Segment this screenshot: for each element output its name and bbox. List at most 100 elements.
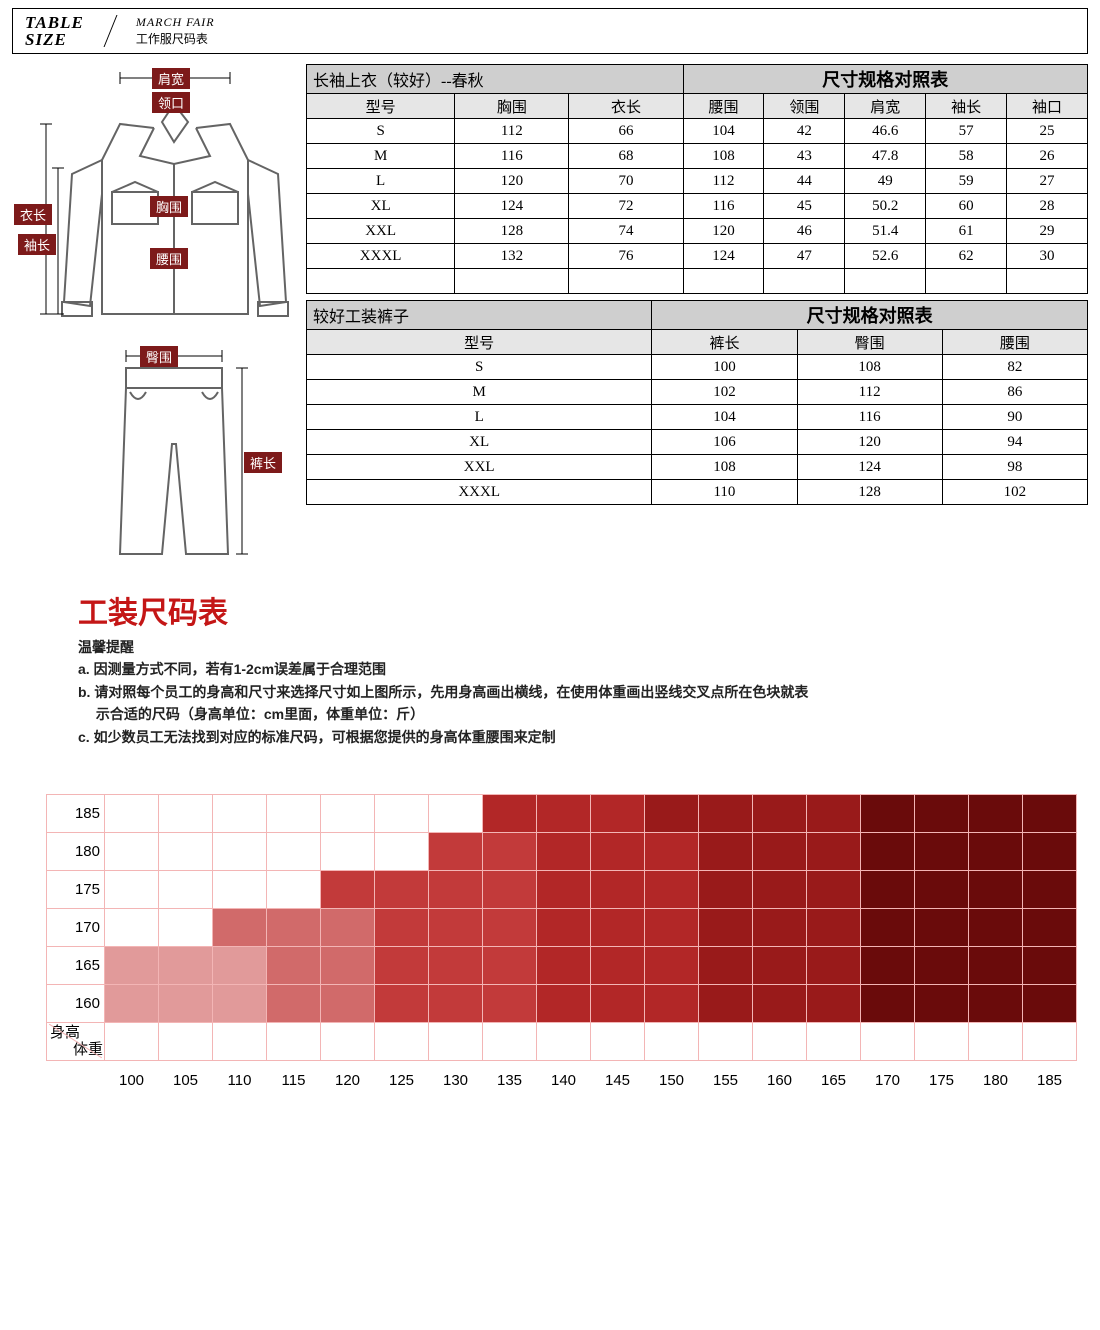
- heatmap-x-label: 120: [321, 1060, 375, 1093]
- heatmap-cell: [159, 870, 213, 908]
- table-cell: M: [307, 144, 455, 169]
- heatmap-cell: [429, 946, 483, 984]
- heatmap-cell: [213, 946, 267, 984]
- table-cell: 60: [926, 194, 1007, 219]
- table-cell: 57: [926, 119, 1007, 144]
- heatmap-cell: [915, 794, 969, 832]
- heatmap-cell: [537, 946, 591, 984]
- heatmap-size-label: XXXL: [846, 1217, 974, 1275]
- table-cell: 104: [652, 405, 797, 430]
- table-cell: 51.4: [845, 219, 926, 244]
- heatmap-cell: [267, 1022, 321, 1060]
- table-column-header: 臀围: [797, 330, 942, 355]
- heatmap-cell: [105, 832, 159, 870]
- heatmap-cell: [105, 946, 159, 984]
- heatmap-x-label: 115: [267, 1060, 321, 1093]
- heatmap-cell: [807, 984, 861, 1022]
- heatmap-cell: [645, 984, 699, 1022]
- table-title-right: 尺寸规格对照表: [683, 65, 1087, 94]
- table-cell: 120: [683, 219, 764, 244]
- heatmap-cell: [1023, 946, 1077, 984]
- heatmap-cell: [591, 908, 645, 946]
- table-cell: 46: [764, 219, 845, 244]
- table-cell: 120: [797, 430, 942, 455]
- table-cell: XXL: [307, 219, 455, 244]
- table-cell: 104: [683, 119, 764, 144]
- top-area: 肩宽 领口 胸围 衣长 袖长 腰围 臀围 裤长 长袖上衣（较好）--春秋尺寸规格…: [12, 64, 1088, 574]
- reminder-c: c. 如少数员工无法找到对应的标准尺码，可根据您提供的身高体重腰围来定制: [78, 726, 1100, 748]
- table-cell: S: [307, 119, 455, 144]
- diagram-column: 肩宽 领口 胸围 衣长 袖长 腰围 臀围 裤长: [12, 64, 300, 574]
- heatmap-cell: [321, 908, 375, 946]
- table-cell: 74: [569, 219, 683, 244]
- table-cell: 27: [1007, 169, 1088, 194]
- heatmap-cell: [1023, 870, 1077, 908]
- heatmap-cell: [429, 832, 483, 870]
- heatmap-cell: [699, 908, 753, 946]
- heatmap-cell: [969, 794, 1023, 832]
- header-size-text: SIZE: [25, 31, 84, 48]
- heatmap-x-label: 160: [753, 1060, 807, 1093]
- table-cell: XL: [307, 194, 455, 219]
- heatmap-size-label: M: [234, 1279, 269, 1327]
- heatmap-cell: [537, 908, 591, 946]
- heatmap-x-label: 165: [807, 1060, 861, 1093]
- garment-diagram: 肩宽 领口 胸围 衣长 袖长 腰围 臀围 裤长: [12, 64, 300, 574]
- heatmap-cell: [807, 908, 861, 946]
- heatmap-cell: [699, 832, 753, 870]
- heatmap-cell: [483, 1022, 537, 1060]
- header-table-text: TABLE: [25, 14, 84, 31]
- table-cell: 94: [942, 430, 1087, 455]
- table-title-right: 尺寸规格对照表: [652, 301, 1088, 330]
- heatmap-cell: [159, 984, 213, 1022]
- label-chest: 胸围: [150, 196, 188, 217]
- tables-column: 长袖上衣（较好）--春秋尺寸规格对照表型号胸围衣长腰围领围肩宽袖长袖口S1126…: [306, 64, 1088, 574]
- heatmap-cell: [645, 946, 699, 984]
- table-cell: S: [307, 355, 652, 380]
- heatmap-wrap: 185180175170165160身高体重100105110115120125…: [46, 794, 1088, 1093]
- table-cell: 132: [455, 244, 569, 269]
- heatmap-cell: [807, 832, 861, 870]
- table-cell: 43: [764, 144, 845, 169]
- size-heatmap: 185180175170165160身高体重100105110115120125…: [46, 794, 1077, 1093]
- table-cell: 108: [683, 144, 764, 169]
- heatmap-x-label: 125: [375, 1060, 429, 1093]
- heatmap-cell: [321, 1022, 375, 1060]
- table-cell: 82: [942, 355, 1087, 380]
- heatmap-x-label: 105: [159, 1060, 213, 1093]
- table-cell: 49: [845, 169, 926, 194]
- table-cell: 66: [569, 119, 683, 144]
- heatmap-cell: [483, 946, 537, 984]
- heatmap-cell: [321, 832, 375, 870]
- label-length: 衣长: [14, 204, 52, 225]
- heatmap-size-label: S: [132, 1275, 164, 1330]
- heatmap-cell: [861, 908, 915, 946]
- heatmap-cell: [861, 870, 915, 908]
- heatmap-cell: [699, 946, 753, 984]
- header-subtitle: MARCH FAIR 工作服尺码表: [122, 14, 215, 48]
- heatmap-cell: [1023, 1022, 1077, 1060]
- table-cell: [683, 269, 764, 294]
- heatmap-cell: [861, 832, 915, 870]
- heatmap-x-label: 145: [591, 1060, 645, 1093]
- table-cell: 47: [764, 244, 845, 269]
- reminder-b1: b. 请对照每个员工的身高和尺寸来选择尺寸如上图所示，先用身高画出横线，在使用体…: [78, 681, 1100, 703]
- heatmap-cell: [429, 984, 483, 1022]
- heatmap-cell: [213, 870, 267, 908]
- heatmap-x-label: 175: [915, 1060, 969, 1093]
- table-column-header: 腰围: [683, 94, 764, 119]
- header-slash: [100, 9, 122, 53]
- heatmap-x-label: 135: [483, 1060, 537, 1093]
- heatmap-cell: [537, 832, 591, 870]
- table-title-left: 长袖上衣（较好）--春秋: [307, 65, 684, 94]
- heatmap-cell: [591, 870, 645, 908]
- table-cell: 76: [569, 244, 683, 269]
- reminder-b2: 示合适的尺码（身高单位：cm里面，体重单位：斤）: [78, 703, 1100, 725]
- heatmap-cell: [483, 870, 537, 908]
- jacket-size-table: 长袖上衣（较好）--春秋尺寸规格对照表型号胸围衣长腰围领围肩宽袖长袖口S1126…: [306, 64, 1088, 294]
- header-en: MARCH FAIR: [136, 14, 215, 31]
- table-cell: 106: [652, 430, 797, 455]
- heatmap-cell: [105, 870, 159, 908]
- table-cell: XL: [307, 430, 652, 455]
- heatmap-cell: [483, 908, 537, 946]
